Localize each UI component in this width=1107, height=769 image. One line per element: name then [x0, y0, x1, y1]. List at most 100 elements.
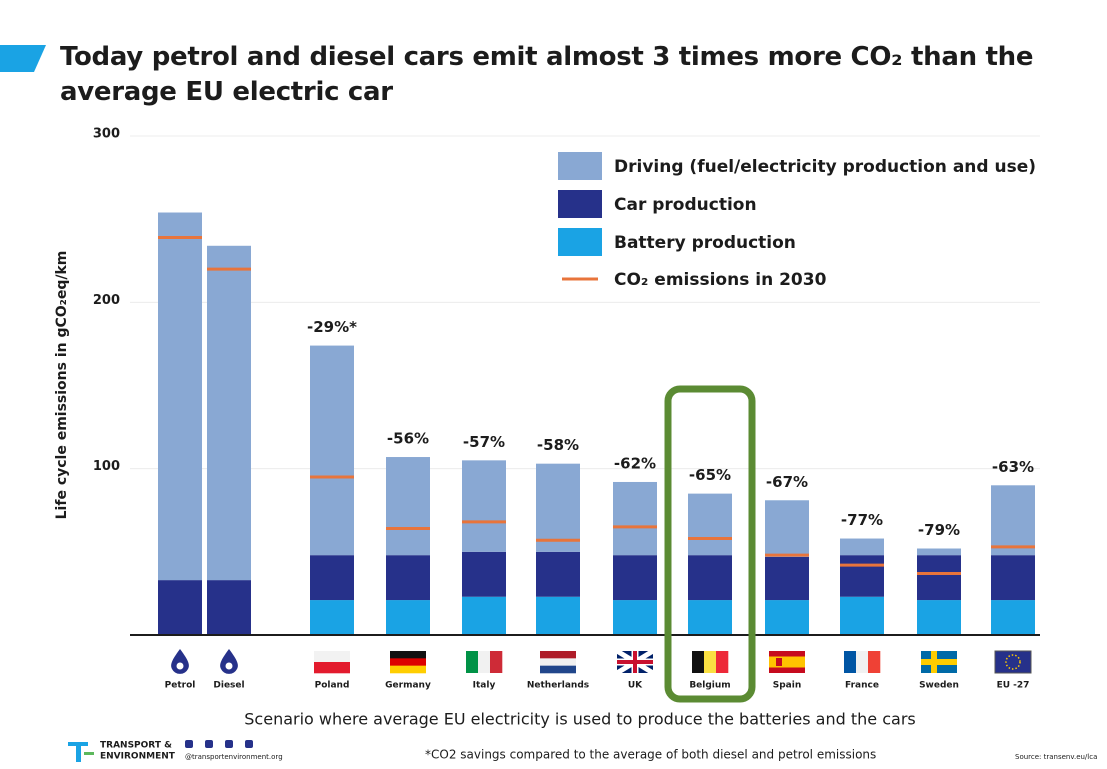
- change-label: -56%: [387, 430, 429, 448]
- bar-segment: [536, 463, 580, 552]
- flag-stripe: [490, 651, 503, 673]
- flag-stripe: [390, 665, 426, 674]
- flag-stars: [1005, 654, 1021, 670]
- source: Source: transenv.eu/lca: [1015, 753, 1097, 761]
- bar-segment: [536, 551, 580, 597]
- fuel-drop-icon: [171, 649, 189, 674]
- social-icon: [245, 740, 253, 748]
- legend-swatch: [558, 228, 602, 256]
- bar-segment: [310, 345, 354, 556]
- social-icon: [185, 740, 193, 748]
- bar-segment: [386, 600, 430, 635]
- social-icon: [225, 740, 233, 748]
- x-tick-label: Belgium: [689, 681, 730, 691]
- fuel-drop-dot: [176, 662, 184, 670]
- social-handle: @transportenvironment.org: [185, 753, 283, 761]
- flag-cross: [617, 651, 653, 673]
- change-label: -63%: [992, 458, 1034, 476]
- flag-stripe: [466, 651, 479, 673]
- highlight-box: [664, 385, 756, 703]
- y-tick-label: 100: [93, 459, 120, 474]
- bar-segment: [536, 596, 580, 635]
- bar-segment: [840, 596, 884, 635]
- bar-segment: [917, 555, 961, 601]
- bar-segment: [765, 556, 809, 601]
- flag-stripe: [540, 651, 576, 659]
- x-tick-label: Italy: [473, 681, 496, 691]
- bar-segment: [765, 600, 809, 635]
- logo-mark: [68, 742, 88, 746]
- x-axis-label: Scenario where average EU electricity is…: [244, 710, 915, 729]
- bar-segment: [207, 245, 251, 581]
- x-tick-label: UK: [628, 681, 643, 691]
- flag-stripe: [868, 651, 881, 673]
- flag-emblem: [776, 658, 782, 666]
- change-label: -29%*: [307, 318, 357, 336]
- y-axis-label: Life cycle emissions in gCO₂eq/km: [54, 251, 70, 520]
- flag-stripe: [716, 651, 729, 673]
- legend-label: Car production: [614, 195, 757, 215]
- legend-label: CO₂ emissions in 2030: [614, 270, 827, 290]
- footnote: *CO2 savings compared to the average of …: [425, 748, 876, 762]
- bar-segment: [207, 580, 251, 635]
- change-label: -58%: [537, 436, 579, 454]
- x-tick-label: Petrol: [165, 681, 196, 691]
- flag-stripe: [844, 651, 857, 673]
- x-tick-label: Spain: [773, 681, 802, 691]
- flag-stripe: [540, 665, 576, 674]
- x-tick-label: Germany: [385, 681, 431, 691]
- bar-segment: [840, 555, 884, 597]
- change-label: -57%: [463, 433, 505, 451]
- fuel-drop-icon: [220, 649, 238, 674]
- change-label: -79%: [918, 521, 960, 539]
- bar-segment: [310, 555, 354, 601]
- bar-segment: [158, 580, 202, 635]
- bar-segment: [991, 600, 1035, 635]
- legend-swatch: [558, 152, 602, 180]
- flag-stripe: [390, 658, 426, 666]
- bar-segment: [917, 548, 961, 556]
- bar-segment: [386, 457, 430, 556]
- legend-label: Battery production: [614, 233, 796, 253]
- bar-segment: [688, 600, 732, 635]
- flag-stripe: [314, 662, 350, 674]
- chart-title: Today petrol and diesel cars emit almost…: [60, 42, 1034, 107]
- bar-segment: [462, 460, 506, 552]
- flag-bg: [994, 650, 1032, 674]
- flag-cross: [921, 659, 957, 665]
- x-tick-label: Sweden: [919, 681, 959, 691]
- x-tick-label: Netherlands: [527, 681, 589, 691]
- flag-stripe: [314, 651, 350, 663]
- change-label: -77%: [841, 511, 883, 529]
- flag-stripe: [390, 651, 426, 659]
- bar-segment: [688, 493, 732, 556]
- flag-stripe: [769, 656, 805, 668]
- bar-segment: [688, 555, 732, 601]
- fuel-drop-dot: [225, 662, 233, 670]
- flag-stripe: [856, 651, 869, 673]
- flag-stripe: [478, 651, 491, 673]
- logo-text: TRANSPORT &: [100, 741, 172, 751]
- bar-segment: [462, 596, 506, 635]
- x-tick-label: Diesel: [213, 681, 244, 691]
- flag-stripe: [692, 651, 705, 673]
- bar-segment: [386, 555, 430, 601]
- change-label: -67%: [766, 473, 808, 491]
- bar-segment: [917, 600, 961, 635]
- bar-segment: [991, 485, 1035, 556]
- bar-segment: [613, 555, 657, 601]
- logo-text: ENVIRONMENT: [100, 752, 176, 762]
- y-tick-label: 200: [93, 293, 120, 308]
- legend-swatch: [558, 190, 602, 218]
- bar-segment: [613, 600, 657, 635]
- logo-mark: [76, 746, 81, 762]
- legend-label: Driving (fuel/electricity production and…: [614, 157, 1036, 177]
- bar-segment: [991, 555, 1035, 601]
- social-icon: [205, 740, 213, 748]
- bar-segment: [765, 500, 809, 557]
- change-label: -62%: [614, 454, 656, 472]
- bar-segment: [613, 481, 657, 556]
- change-label: -65%: [689, 466, 731, 484]
